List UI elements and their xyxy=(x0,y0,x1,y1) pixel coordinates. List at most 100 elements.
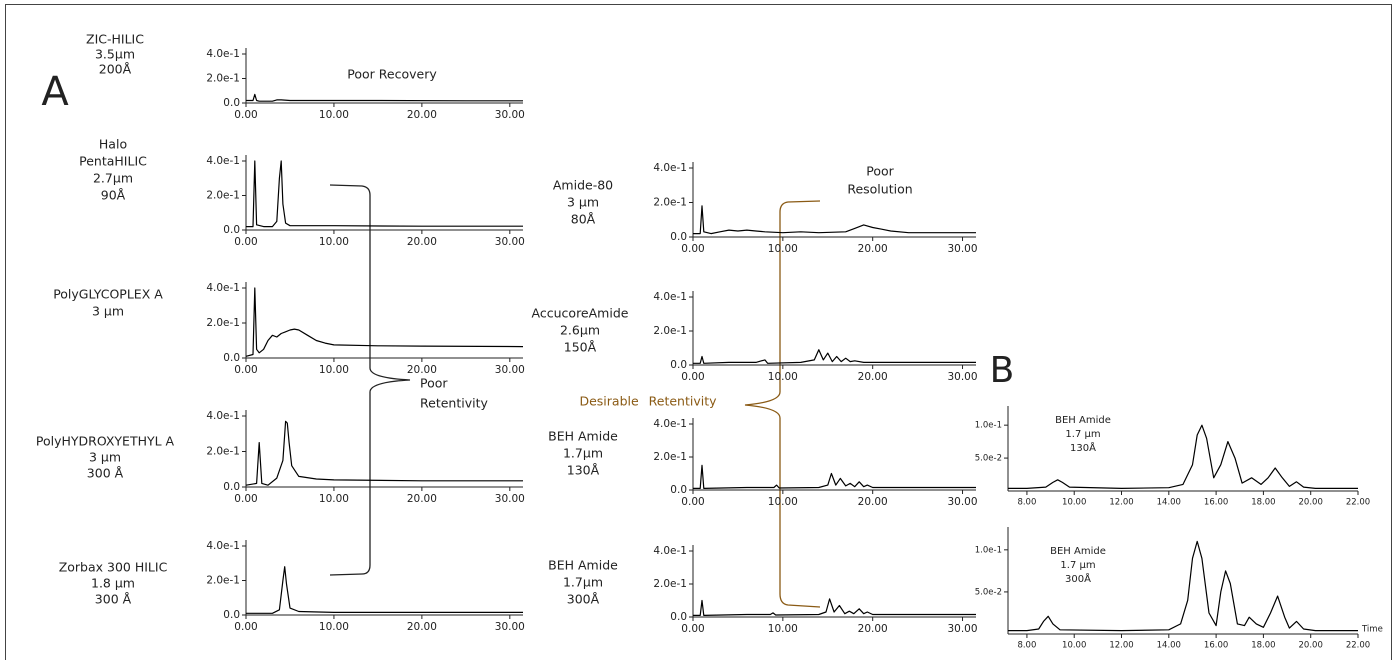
y-tick-label: 2.0e-1 xyxy=(653,197,687,209)
column-label: Zorbax 300 HILIC xyxy=(59,560,168,575)
trace xyxy=(246,93,523,102)
y-tick-label: 4.0e-1 xyxy=(653,545,687,557)
y-tick-label: 1.0e-1 xyxy=(975,421,1002,431)
y-tick-label: 4.0e-1 xyxy=(206,48,240,60)
column-label: 130Å xyxy=(567,463,600,478)
y-tick-label: 0.0 xyxy=(223,97,240,109)
x-tick-label: 16.00 xyxy=(1204,641,1228,651)
y-tick-label: 4.0e-1 xyxy=(206,155,240,167)
x-tick-label: 18.00 xyxy=(1251,498,1275,508)
y-tick-label: 4.0e-1 xyxy=(653,162,687,174)
x-tick-label: 0.00 xyxy=(681,496,704,508)
x-tick-label: 10.00 xyxy=(319,109,349,121)
x-tick-label: 8.00 xyxy=(1017,641,1036,651)
x-tick-label: 16.00 xyxy=(1204,498,1228,508)
trace xyxy=(245,287,524,357)
x-tick-label: 30.00 xyxy=(495,364,525,376)
column-label: 200Å xyxy=(99,62,132,77)
trace xyxy=(693,349,976,364)
x-tick-label: 10.00 xyxy=(768,243,798,255)
x-tick-label: 10.00 xyxy=(319,236,349,248)
column-label: Amide-80 xyxy=(553,178,613,193)
x-tick-label: 10.00 xyxy=(319,364,349,376)
x-tick-label: 30.00 xyxy=(495,236,525,248)
y-tick-label: 4.0e-1 xyxy=(653,418,687,430)
y-tick-label: 2.0e-1 xyxy=(206,446,240,458)
column-label: 90Å xyxy=(101,188,126,203)
x-tick-label: 30.00 xyxy=(947,623,977,635)
x-tick-label: 30.00 xyxy=(495,109,525,121)
trace xyxy=(693,464,976,489)
annotation: Poor xyxy=(866,164,894,179)
annotation: Poor xyxy=(420,376,448,391)
y-tick-label: 0.0 xyxy=(223,224,240,236)
column-label: 2.6µm xyxy=(560,323,600,338)
y-tick-label: 4.0e-1 xyxy=(653,291,687,303)
column-label: AccucoreAmide xyxy=(532,306,629,321)
x-tick-label: 20.00 xyxy=(1299,498,1323,508)
y-tick-label: 2.0e-1 xyxy=(653,325,687,337)
column-label: 3.5µm xyxy=(95,47,135,62)
y-tick-label: 0.0 xyxy=(670,611,687,623)
column-label: 1.7µm xyxy=(563,446,603,461)
x-tick-label: 0.00 xyxy=(681,371,704,383)
x-tick-label: 10.00 xyxy=(768,623,798,635)
column-label: PentaHILIC xyxy=(79,154,147,169)
x-tick-label: 10.00 xyxy=(1062,641,1086,651)
annotation: Resolution xyxy=(847,182,912,197)
y-tick-label: 0.0 xyxy=(670,359,687,371)
column-label: BEH Amide xyxy=(1050,546,1106,557)
x-tick-label: 10.00 xyxy=(1062,498,1086,508)
x-tick-label: 30.00 xyxy=(947,496,977,508)
x-tick-label: 0.00 xyxy=(234,109,257,121)
x-tick-label: 14.00 xyxy=(1157,641,1181,651)
x-tick-label: 30.00 xyxy=(495,621,525,633)
x-tick-label: 22.00 xyxy=(1346,641,1370,651)
x-tick-label: 14.00 xyxy=(1157,498,1181,508)
x-tick-label: 30.00 xyxy=(947,371,977,383)
x-tick-label: 0.00 xyxy=(234,493,257,505)
x-tick-label: 20.00 xyxy=(407,109,437,121)
column-label: 1.7 µm xyxy=(1065,429,1100,440)
trace xyxy=(1008,540,1358,632)
column-label: 1.7 µm xyxy=(1060,560,1095,571)
x-tick-label: 20.00 xyxy=(407,493,437,505)
annotation: Poor Recovery xyxy=(347,67,437,82)
x-tick-label: 12.00 xyxy=(1109,498,1133,508)
column-label: 300 Å xyxy=(95,592,132,607)
column-label: BEH Amide xyxy=(548,429,618,444)
panel-label: A xyxy=(41,69,69,115)
trace xyxy=(246,160,523,228)
x-tick-label: 12.00 xyxy=(1109,641,1133,651)
x-tick-label: 30.00 xyxy=(495,493,525,505)
panel-label: B xyxy=(990,350,1015,391)
column-label: 130Å xyxy=(1070,441,1096,454)
y-tick-label: 2.0e-1 xyxy=(653,578,687,590)
column-label: 3 µm xyxy=(89,450,121,465)
x-tick-label: 30.00 xyxy=(947,243,977,255)
x-tick-label: 8.00 xyxy=(1017,498,1036,508)
x-tick-label: 0.00 xyxy=(681,243,704,255)
x-tick-label: 20.00 xyxy=(407,236,437,248)
x-tick-label: 20.00 xyxy=(858,623,888,635)
column-label: 300 Å xyxy=(87,466,124,481)
bracket xyxy=(744,200,821,608)
y-tick-label: 2.0e-1 xyxy=(206,575,240,587)
column-label: ZIC-HILIC xyxy=(86,32,144,47)
column-label: 3 µm xyxy=(92,304,124,319)
x-tick-label: 10.00 xyxy=(319,493,349,505)
column-label: 80Å xyxy=(571,212,596,227)
column-label: PolyGLYCOPLEX A xyxy=(53,287,163,302)
y-tick-label: 4.0e-1 xyxy=(206,410,240,422)
y-tick-label: 1.0e-1 xyxy=(975,545,1002,555)
x-tick-label: 0.00 xyxy=(234,236,257,248)
trace xyxy=(245,420,523,486)
x-tick-label: 20.00 xyxy=(858,243,888,255)
x-tick-label: 10.00 xyxy=(768,496,798,508)
y-tick-label: 2.0e-1 xyxy=(653,451,687,463)
column-label: BEH Amide xyxy=(1055,415,1111,426)
y-tick-label: 0.0 xyxy=(223,609,240,621)
y-tick-label: 0.0 xyxy=(670,484,687,496)
y-tick-label: 5.0e-2 xyxy=(975,587,1002,597)
